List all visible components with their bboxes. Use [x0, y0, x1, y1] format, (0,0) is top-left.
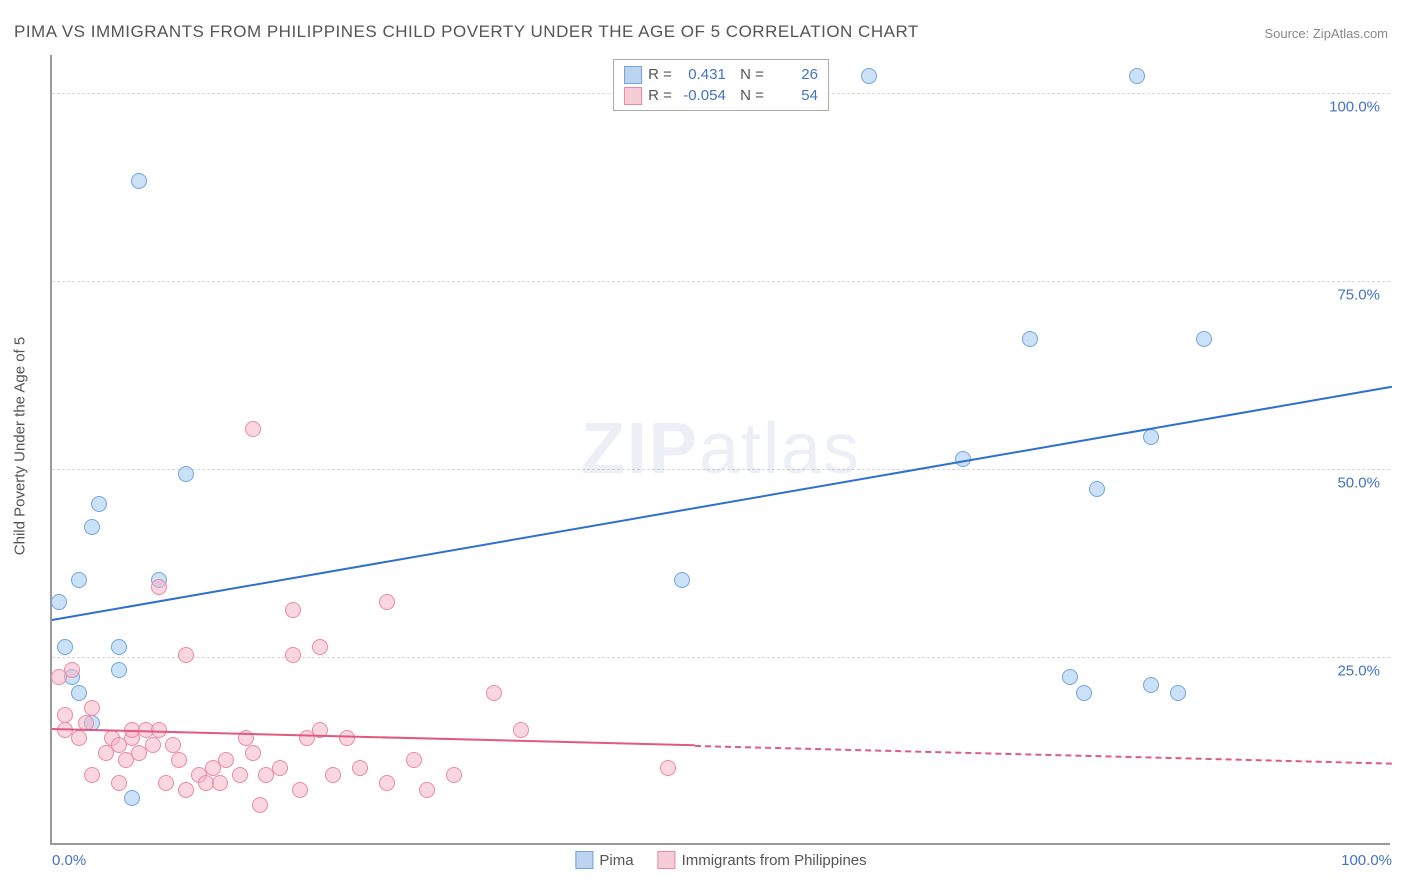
stats-row-pima: R = 0.431 N = 26	[624, 64, 818, 85]
data-point	[124, 790, 140, 806]
data-point	[57, 639, 73, 655]
data-point	[252, 797, 268, 813]
data-point	[379, 775, 395, 791]
data-point	[1062, 669, 1078, 685]
correlation-stats-box: R = 0.431 N = 26 R = -0.054 N = 54	[613, 59, 829, 111]
regression-line	[695, 745, 1392, 765]
data-point	[165, 737, 181, 753]
data-point	[312, 639, 328, 655]
y-tick-label: 50.0%	[1337, 474, 1380, 491]
r-value-pima: 0.431	[678, 64, 726, 85]
legend-item-philippines: Immigrants from Philippines	[658, 851, 867, 869]
data-point	[91, 496, 107, 512]
data-point	[486, 685, 502, 701]
swatch-pima	[624, 66, 642, 84]
y-tick-label: 75.0%	[1337, 286, 1380, 303]
stats-row-philippines: R = -0.054 N = 54	[624, 85, 818, 106]
n-value-pima: 26	[770, 64, 818, 85]
y-tick-label: 25.0%	[1337, 662, 1380, 679]
data-point	[419, 782, 435, 798]
watermark: ZIPatlas	[581, 408, 861, 490]
data-point	[218, 752, 234, 768]
x-tick-label: 0.0%	[52, 852, 86, 869]
data-point	[1196, 331, 1212, 347]
y-tick-label: 100.0%	[1329, 98, 1380, 115]
data-point	[285, 647, 301, 663]
gridline	[52, 657, 1390, 658]
data-point	[674, 572, 690, 588]
data-point	[1076, 685, 1092, 701]
data-point	[379, 594, 395, 610]
data-point	[660, 760, 676, 776]
data-point	[131, 173, 147, 189]
data-point	[84, 767, 100, 783]
legend-label-philippines: Immigrants from Philippines	[682, 852, 867, 869]
gridline	[52, 469, 1390, 470]
chart-title: PIMA VS IMMIGRANTS FROM PHILIPPINES CHIL…	[14, 22, 919, 42]
data-point	[446, 767, 462, 783]
legend-swatch-philippines	[658, 851, 676, 869]
data-point	[861, 68, 877, 84]
data-point	[111, 662, 127, 678]
data-point	[151, 579, 167, 595]
legend-swatch-pima	[575, 851, 593, 869]
data-point	[57, 707, 73, 723]
data-point	[285, 602, 301, 618]
data-point	[292, 782, 308, 798]
data-point	[272, 760, 288, 776]
data-point	[158, 775, 174, 791]
data-point	[232, 767, 248, 783]
n-value-philippines: 54	[770, 85, 818, 106]
data-point	[1129, 68, 1145, 84]
data-point	[178, 466, 194, 482]
legend-item-pima: Pima	[575, 851, 633, 869]
legend: Pima Immigrants from Philippines	[575, 851, 866, 869]
data-point	[352, 760, 368, 776]
data-point	[145, 737, 161, 753]
data-point	[71, 572, 87, 588]
swatch-philippines	[624, 87, 642, 105]
data-point	[325, 767, 341, 783]
data-point	[1022, 331, 1038, 347]
data-point	[84, 519, 100, 535]
data-point	[111, 639, 127, 655]
data-point	[212, 775, 228, 791]
x-tick-label: 100.0%	[1341, 852, 1392, 869]
data-point	[339, 730, 355, 746]
data-point	[178, 647, 194, 663]
gridline	[52, 281, 1390, 282]
source-label: Source: ZipAtlas.com	[1264, 26, 1388, 41]
data-point	[245, 421, 261, 437]
data-point	[245, 745, 261, 761]
legend-label-pima: Pima	[599, 852, 633, 869]
data-point	[51, 594, 67, 610]
r-value-philippines: -0.054	[678, 85, 726, 106]
data-point	[1170, 685, 1186, 701]
data-point	[1143, 677, 1159, 693]
data-point	[171, 752, 187, 768]
y-axis-label: Child Poverty Under the Age of 5	[12, 337, 29, 555]
data-point	[71, 685, 87, 701]
data-point	[111, 775, 127, 791]
data-point	[178, 782, 194, 798]
data-point	[71, 730, 87, 746]
data-point	[1089, 481, 1105, 497]
data-point	[84, 700, 100, 716]
data-point	[64, 662, 80, 678]
plot-area: ZIPatlas R = 0.431 N = 26 R = -0.054 N =…	[50, 55, 1390, 845]
data-point	[513, 722, 529, 738]
data-point	[406, 752, 422, 768]
data-point	[1143, 429, 1159, 445]
